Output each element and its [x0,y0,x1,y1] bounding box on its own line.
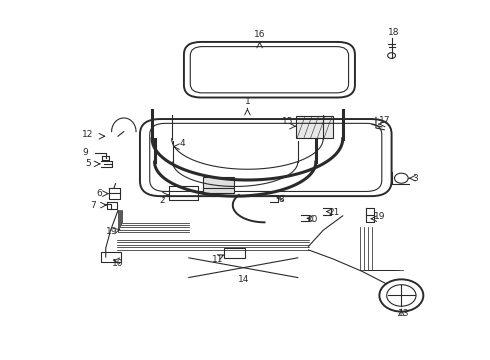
Text: 18: 18 [388,28,400,37]
Text: 1: 1 [245,96,250,105]
Bar [203,177,234,193]
Text: 21: 21 [328,208,340,217]
Text: 16: 16 [254,30,266,39]
Text: 9: 9 [82,148,88,157]
Bar [296,116,333,138]
Text: 20: 20 [306,215,318,224]
Text: 19: 19 [106,228,118,237]
Text: 12: 12 [82,130,94,139]
Text: 14: 14 [238,275,250,284]
Text: 8: 8 [279,195,285,204]
Text: 19: 19 [373,212,385,221]
Text: 10: 10 [112,259,123,268]
Text: 5: 5 [85,159,91,168]
Text: 6: 6 [97,189,102,198]
Text: 17: 17 [378,116,390,125]
Bar [101,252,122,262]
Text: 2: 2 [159,196,165,205]
Text: 15: 15 [282,117,294,126]
Text: 13: 13 [398,309,410,318]
Text: 11: 11 [212,255,224,264]
Text: 4: 4 [180,139,185,148]
Text: 3: 3 [412,174,418,183]
Bar [169,186,197,200]
Bar [224,248,245,258]
Text: 7: 7 [91,201,97,210]
